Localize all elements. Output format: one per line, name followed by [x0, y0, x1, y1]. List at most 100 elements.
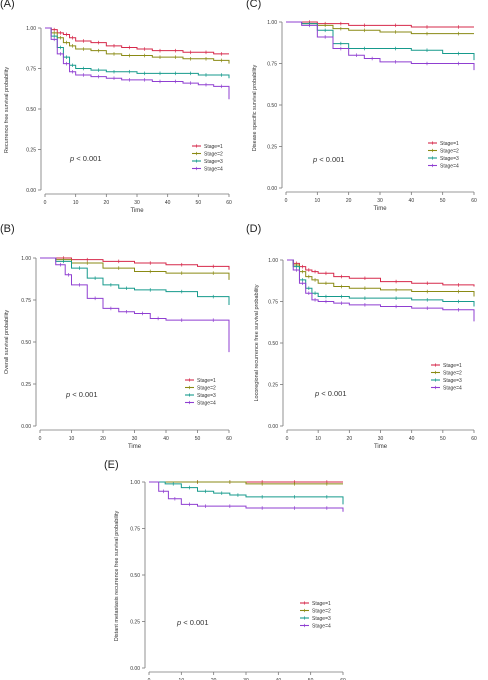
survival-curve-2 — [149, 481, 343, 485]
x-tick-label: 10 — [73, 200, 79, 206]
y-tick-label: 1.00 — [26, 26, 36, 32]
x-axis-label: Time — [130, 208, 144, 214]
x-tick-label: 50 — [440, 198, 446, 204]
legend-label: Stage=4 — [204, 166, 223, 172]
x-tick-label: 20 — [211, 678, 217, 680]
y-tick-label: 0.50 — [130, 573, 140, 579]
x-axis-label: Time — [373, 206, 387, 212]
y-tick-label: 0.50 — [268, 341, 278, 347]
y-tick-label: 1.00 — [21, 256, 31, 262]
survival-curve-1 — [40, 257, 230, 270]
x-tick-label: 50 — [195, 436, 201, 442]
legend-label: Stage=3 — [197, 393, 216, 399]
y-tick-label: 0.75 — [267, 61, 277, 67]
x-tick-label: 0 — [148, 678, 151, 680]
x-tick-label: 60 — [471, 436, 477, 442]
legend-label: Stage=4 — [440, 163, 459, 169]
x-tick-label: 60 — [226, 200, 232, 206]
y-tick-label: 0.75 — [268, 299, 278, 305]
p-value-text: p < 0.001 — [65, 390, 98, 399]
panel-label-b: (B) — [0, 223, 15, 235]
legend-label: Stage=2 — [443, 370, 462, 376]
panel-label-e: (E) — [104, 459, 119, 471]
survival-curve-4 — [45, 27, 230, 100]
x-tick-label: 0 — [44, 200, 47, 206]
y-tick-label: 0.50 — [26, 107, 36, 113]
legend-label: Stage=4 — [197, 400, 216, 406]
x-tick-label: 60 — [226, 436, 232, 442]
p-value-text: p < 0.001 — [176, 618, 209, 627]
x-tick-label: 10 — [69, 436, 75, 442]
y-tick-label: 0.75 — [130, 526, 140, 532]
y-tick-label: 1.00 — [130, 480, 140, 486]
x-tick-label: 10 — [315, 436, 321, 442]
x-tick-label: 60 — [340, 678, 346, 680]
legend-label: Stage=2 — [197, 385, 216, 391]
x-tick-label: 20 — [347, 436, 353, 442]
x-tick-label: 40 — [165, 200, 171, 206]
x-tick-label: 10 — [315, 198, 321, 204]
legend-label: Stage=3 — [312, 616, 331, 622]
x-tick-label: 30 — [377, 198, 383, 204]
x-tick-label: 50 — [440, 436, 446, 442]
survival-curve-3 — [149, 481, 344, 505]
x-tick-label: 0 — [285, 198, 288, 204]
p-value-text: p < 0.001 — [69, 154, 102, 163]
legend-label: Stage=2 — [440, 148, 459, 154]
x-tick-label: 40 — [276, 678, 282, 680]
y-tick-label: 0.00 — [130, 666, 140, 672]
y-tick-label: 0.75 — [21, 298, 31, 304]
legend-label: Stage=1 — [443, 363, 462, 369]
x-tick-label: 30 — [132, 436, 138, 442]
x-tick-label: 10 — [179, 678, 185, 680]
y-axis-label: Distant metastasis recurrence free survi… — [114, 510, 120, 641]
y-tick-label: 0.25 — [26, 147, 36, 153]
y-axis-label: Disease specific survival probability — [252, 65, 258, 152]
y-tick-label: 0.50 — [21, 340, 31, 346]
panel-label-c: (C) — [246, 0, 262, 10]
x-tick-label: 40 — [409, 198, 415, 204]
survival-curve-4 — [287, 259, 475, 322]
y-tick-label: 0.25 — [267, 144, 277, 150]
p-value-text: p < 0.001 — [312, 155, 345, 164]
y-tick-label: 1.00 — [267, 20, 277, 26]
survival-curve-1 — [286, 21, 474, 28]
legend-label: Stage=3 — [204, 159, 223, 165]
y-tick-label: 0.75 — [26, 66, 36, 72]
legend-label: Stage=3 — [443, 378, 462, 384]
legend-label: Stage=1 — [440, 141, 459, 147]
y-tick-label: 0.50 — [267, 103, 277, 109]
x-tick-label: 30 — [134, 200, 140, 206]
x-tick-label: 30 — [378, 436, 384, 442]
y-tick-label: 0.00 — [21, 424, 31, 430]
panel-label-d: (D) — [246, 223, 262, 235]
legend-label: Stage=2 — [204, 151, 223, 157]
x-tick-label: 0 — [286, 436, 289, 442]
legend-label: Stage=4 — [312, 623, 331, 629]
y-axis-label: Locoregional recurrence free survival pr… — [254, 284, 260, 401]
p-value-text: p < 0.001 — [314, 389, 347, 398]
survival-curve-3 — [40, 257, 230, 306]
x-tick-label: 40 — [163, 436, 169, 442]
legend-label: Stage=2 — [312, 608, 331, 614]
x-tick-label: 40 — [409, 436, 415, 442]
legend-label: Stage=1 — [197, 378, 216, 384]
x-tick-label: 60 — [471, 198, 477, 204]
legend-label: Stage=3 — [440, 156, 459, 162]
x-tick-label: 30 — [243, 678, 249, 680]
legend-label: Stage=4 — [443, 385, 462, 391]
x-axis-label: Time — [128, 444, 142, 450]
x-tick-label: 20 — [100, 436, 106, 442]
y-tick-label: 0.25 — [130, 619, 140, 625]
y-axis-label: Overall survival probability — [4, 310, 10, 374]
x-tick-label: 50 — [308, 678, 314, 680]
x-tick-label: 20 — [346, 198, 352, 204]
y-tick-label: 0.25 — [268, 382, 278, 388]
panel-label-a: (A) — [0, 0, 15, 10]
legend-label: Stage=1 — [204, 144, 223, 150]
y-tick-label: 0.00 — [268, 424, 278, 430]
